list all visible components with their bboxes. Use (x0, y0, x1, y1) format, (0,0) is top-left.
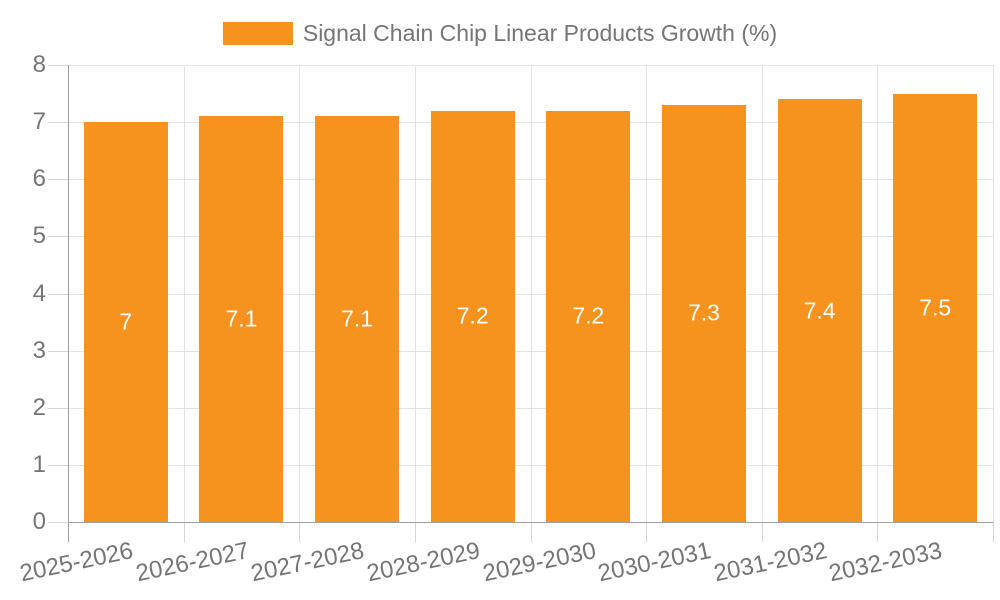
gridline-vertical (646, 65, 648, 522)
bar-2027-2028[interactable]: 7.1 (315, 116, 400, 522)
bar-2029-2030[interactable]: 7.2 (546, 110, 631, 522)
gridline-vertical (993, 65, 994, 522)
x-tick-mark (646, 522, 648, 542)
bar-value-label: 7.2 (572, 302, 605, 329)
gridline-vertical (299, 65, 301, 522)
x-tick-label: 2026-2027 (133, 537, 252, 588)
x-tick-mark (877, 522, 879, 542)
x-tick-mark (183, 522, 185, 542)
x-tick-mark (414, 522, 416, 542)
y-tick-mark (48, 407, 68, 409)
gridline-vertical (877, 65, 879, 522)
y-tick-label: 8 (32, 51, 46, 78)
y-tick-mark (48, 464, 68, 466)
x-axis-line (68, 522, 993, 523)
x-tick-label: 2029-2030 (480, 537, 598, 588)
bar-2026-2027[interactable]: 7.1 (199, 116, 284, 522)
bar-2025-2026[interactable]: 7 (83, 122, 168, 522)
gridline-vertical (414, 65, 416, 522)
x-tick-mark (299, 522, 301, 542)
bar-value-label: 7.5 (919, 294, 952, 321)
bar-value-label: 7.2 (456, 302, 489, 329)
y-tick-label: 2 (32, 393, 46, 421)
y-tick-mark (48, 122, 68, 124)
bar-2028-2029[interactable]: 7.2 (430, 110, 515, 522)
y-tick-mark (48, 350, 68, 352)
y-tick-label: 4 (32, 279, 46, 307)
bar-2030-2031[interactable]: 7.3 (661, 104, 746, 522)
y-tick-label: 6 (32, 165, 46, 193)
gridline-vertical (530, 65, 532, 522)
x-tick-label: 2028-2029 (364, 537, 483, 588)
y-tick-mark (48, 179, 68, 181)
y-tick-mark (48, 236, 68, 238)
y-tick-label: 3 (32, 336, 46, 364)
x-tick-mark (761, 522, 763, 542)
x-tick-label: 2031-2032 (711, 537, 830, 588)
x-tick-label: 2027-2028 (248, 537, 367, 588)
legend-label[interactable]: Signal Chain Chip Linear Products Growth… (302, 20, 778, 46)
y-tick-mark (48, 65, 68, 66)
bar-2032-2033[interactable]: 7.5 (893, 93, 978, 522)
bar-value-label: 7 (119, 308, 133, 335)
gridline-vertical (761, 65, 763, 522)
x-tick-label: 2030-2031 (595, 537, 714, 588)
y-axis-line (68, 65, 69, 542)
x-tick-mark (993, 522, 994, 542)
bar-2031-2032[interactable]: 7.4 (777, 99, 862, 522)
bar-value-label: 7.1 (225, 305, 258, 332)
y-tick-label: 7 (32, 108, 46, 136)
bar-value-label: 7.3 (687, 299, 720, 326)
y-tick-mark (48, 522, 68, 523)
y-tick-label: 0 (32, 508, 46, 535)
y-tick-label: 1 (32, 450, 46, 478)
x-tick-label: 2032-2033 (826, 537, 945, 588)
x-tick-label: 2025-2026 (17, 537, 136, 588)
legend-swatch-icon[interactable] (222, 22, 293, 45)
bar-value-label: 7.1 (341, 305, 374, 332)
y-tick-label: 5 (32, 222, 46, 250)
legend: Signal Chain Chip Linear Products Growth… (0, 20, 1000, 47)
gridline-vertical (183, 65, 185, 522)
y-tick-mark (48, 293, 68, 295)
x-tick-mark (530, 522, 532, 542)
bar-value-label: 7.4 (803, 297, 836, 324)
